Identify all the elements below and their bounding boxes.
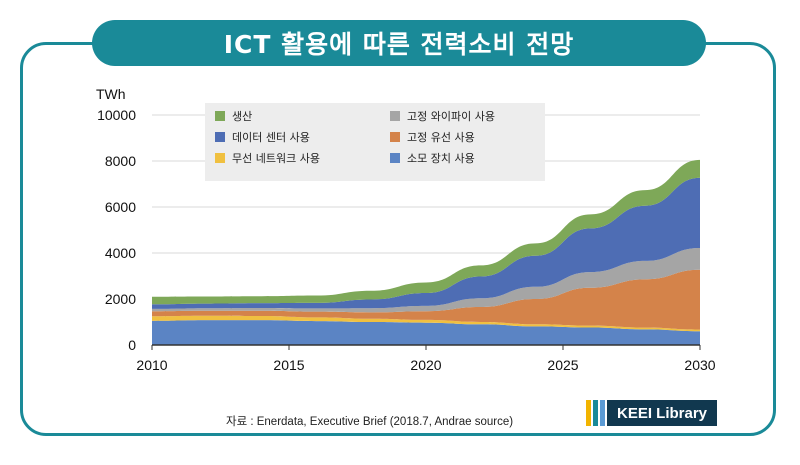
source-text: 자료 : Enerdata, Executive Brief (2018.7, …	[226, 416, 514, 428]
x-tick-label: 2010	[136, 357, 167, 373]
y-tick-label: 4000	[105, 245, 136, 261]
legend-label: 고정 와이파이 사용	[407, 110, 495, 123]
legend-box	[205, 103, 545, 181]
legend-label: 무선 네트워크 사용	[232, 152, 320, 165]
logo-bar	[586, 400, 591, 426]
y-tick-label: 0	[128, 337, 136, 353]
area-series	[152, 159, 700, 345]
y-axis-label: TWh	[96, 86, 126, 102]
area-고정-와이파이-사용	[152, 247, 700, 313]
legend-label: 데이터 센터 사용	[232, 131, 310, 144]
legend-swatch	[390, 132, 400, 142]
x-tick-label: 2020	[410, 357, 441, 373]
area-데이터-센터-사용	[152, 177, 700, 309]
logo-text: KEEI Library	[607, 400, 718, 426]
legend-label: 고정 유선 사용	[407, 131, 475, 144]
y-tick-label: 8000	[105, 153, 136, 169]
area-무선-네트워크-사용	[152, 315, 700, 332]
legend-swatch	[215, 153, 225, 163]
y-tick-label: 6000	[105, 199, 136, 215]
logo-bar	[593, 400, 598, 426]
legend-label: 생산	[232, 110, 252, 123]
y-tick-label: 10000	[97, 107, 136, 123]
y-tick-label: 2000	[105, 291, 136, 307]
legend-swatch	[390, 153, 400, 163]
legend-swatch	[215, 111, 225, 121]
area-고정-유선-사용	[152, 269, 700, 330]
legend-swatch	[390, 111, 400, 121]
chart-title: ICT 활용에 따른 전력소비 전망	[92, 20, 706, 66]
axes: 0 2000 4000 6000 8000 10000 TWh 2010 2015 2020 202…	[96, 86, 716, 373]
x-tick-label: 2015	[273, 357, 304, 373]
legend-swatch	[215, 132, 225, 142]
x-tick-label: 2030	[684, 357, 715, 373]
legend-label: 소모 장치 사용	[407, 152, 475, 165]
logo-bar	[600, 400, 605, 426]
x-tick-label: 2025	[547, 357, 578, 373]
area-소모-장치-사용	[152, 320, 700, 345]
keei-logo: KEEI Library	[586, 400, 718, 426]
